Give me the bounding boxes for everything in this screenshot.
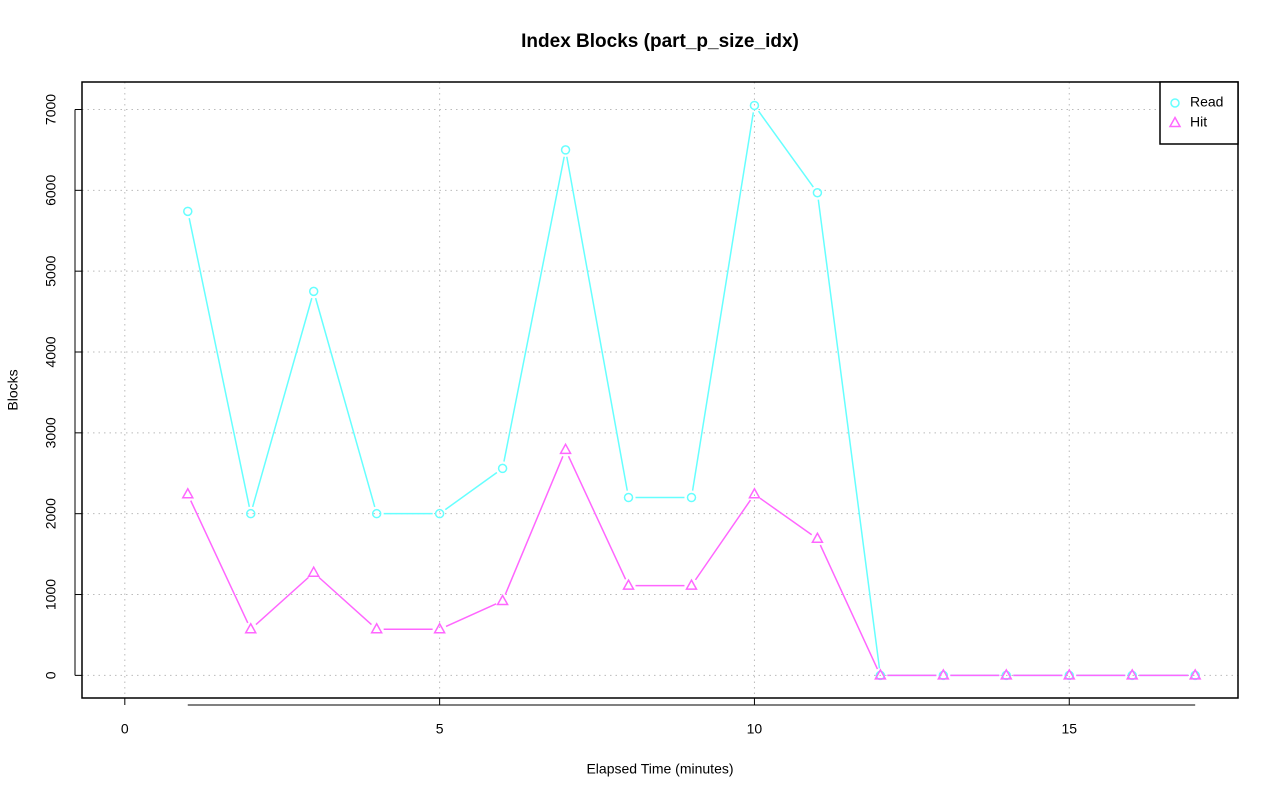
point (181, 487, 195, 499)
legend: Read Hit (1159, 81, 1239, 145)
point (1062, 668, 1076, 680)
point (307, 565, 320, 577)
legend-marker (1168, 115, 1182, 128)
point (245, 508, 256, 519)
x-tick-label: 5 (436, 721, 444, 737)
point (183, 206, 193, 217)
legend-label: Read (1190, 94, 1223, 110)
legend-marker (1170, 98, 1180, 108)
point (623, 492, 634, 503)
point (811, 531, 824, 543)
x-tick-label: 10 (747, 721, 763, 737)
y-tick-label: 2000 (43, 498, 59, 529)
y-axis-label: Blocks (5, 369, 21, 410)
y-tick-label: 7000 (43, 94, 59, 125)
y-tick-label: 1000 (43, 579, 59, 610)
point (874, 668, 887, 680)
point (370, 622, 383, 634)
point (749, 100, 760, 111)
chart-title: Index Blocks (part_p_size_idx) (521, 31, 799, 52)
point (497, 463, 508, 474)
y-tick-label: 6000 (43, 175, 59, 206)
point (685, 578, 698, 590)
series-line (188, 110, 1189, 677)
point (496, 593, 509, 606)
point (1125, 668, 1139, 680)
point (1000, 668, 1013, 680)
x-axis-label: Elapsed Time (minutes) (586, 761, 733, 777)
point (371, 508, 382, 519)
point (937, 668, 950, 680)
y-tick-label: 0 (43, 671, 59, 679)
point (433, 622, 446, 634)
x-tick-label: 0 (121, 721, 129, 737)
point (686, 492, 697, 503)
legend-label: Hit (1190, 114, 1207, 130)
point (308, 286, 319, 297)
point (559, 442, 572, 455)
y-tick-label: 4000 (43, 336, 59, 367)
plot-frame (81, 81, 1239, 699)
point (622, 578, 635, 590)
point (434, 508, 445, 519)
point (748, 487, 761, 499)
point (560, 145, 571, 155)
point (244, 622, 258, 634)
y-tick-label: 3000 (43, 417, 59, 448)
point (812, 188, 823, 198)
x-tick-label: 15 (1061, 721, 1077, 737)
point (1188, 668, 1202, 680)
y-tick-label: 5000 (43, 255, 59, 286)
legend-box (1159, 81, 1239, 145)
series-line (190, 455, 1189, 677)
